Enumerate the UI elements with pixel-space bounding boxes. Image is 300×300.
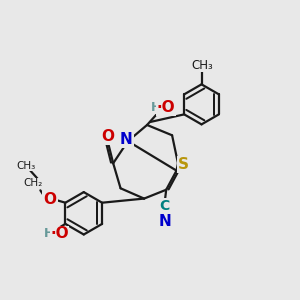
Text: S: S	[178, 157, 189, 172]
Text: H: H	[151, 101, 161, 114]
Text: ·O: ·O	[50, 226, 69, 241]
Text: C: C	[160, 199, 170, 213]
Text: N: N	[120, 132, 133, 147]
Text: O: O	[101, 129, 114, 144]
Text: CH₃: CH₃	[191, 59, 213, 72]
Text: CH₂: CH₂	[23, 178, 43, 188]
Text: H: H	[44, 227, 54, 240]
Text: O: O	[44, 192, 57, 207]
Text: N: N	[158, 214, 171, 229]
Text: CH₃: CH₃	[16, 161, 35, 171]
Text: ·O: ·O	[156, 100, 175, 115]
